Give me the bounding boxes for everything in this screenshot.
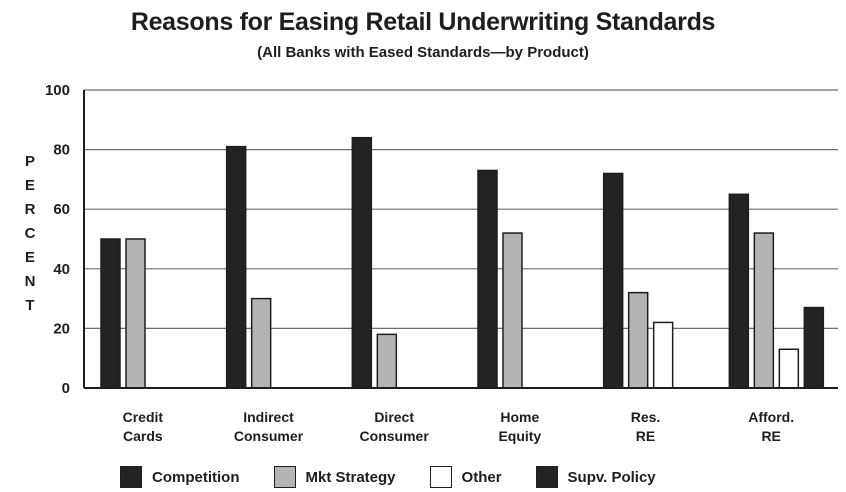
bar-other-5 — [778, 348, 800, 389]
legend-label: Supv. Policy — [567, 468, 656, 486]
x-category-labels: Credit Cards Indirect Consumer Direct Consume… — [123, 409, 795, 444]
x-category-label: Direct Consumer — [360, 409, 430, 444]
axes — [83, 90, 838, 389]
legend: Competition Mkt Strategy Other Supv. Policy — [120, 464, 690, 490]
chart-subtitle: (All Banks with Eased Standards—by Produ… — [257, 44, 589, 61]
x-category-label: Home Equity — [498, 409, 541, 444]
y-axis-label-letter: R — [24, 201, 36, 218]
y-axis-label-letter: P — [24, 153, 35, 170]
legend-swatch — [120, 466, 142, 488]
legend-label: Competition — [152, 468, 240, 486]
y-tick-label: 40 — [53, 261, 70, 278]
gridlines — [84, 89, 838, 329]
x-category-label: Afford. RE — [748, 409, 794, 444]
y-tick-label: 20 — [53, 320, 70, 337]
bar-competition-4 — [602, 172, 624, 389]
bar-competition-3 — [477, 169, 498, 389]
legend-swatch — [273, 466, 296, 488]
y-axis-label-letter: E — [24, 249, 35, 266]
y-tick-labels: 0 20 40 60 80 100 — [45, 82, 70, 397]
bar-supv-policy-5 — [803, 306, 825, 389]
bar-mkt-strategy-4 — [627, 291, 649, 389]
y-axis-label-letter: N — [24, 273, 36, 290]
bar-competition-2 — [351, 136, 373, 389]
bar-competition-1 — [225, 145, 247, 389]
y-tick-label: 60 — [53, 201, 70, 218]
bar-mkt-strategy-0 — [125, 238, 146, 389]
chart-title: Reasons for Easing Retail Underwriting S… — [130, 8, 716, 36]
legend-swatch — [535, 466, 558, 488]
legend-swatch — [429, 466, 452, 488]
y-axis-label-letter: C — [24, 225, 36, 242]
bars — [100, 136, 825, 389]
y-axis-label-letter: T — [25, 297, 35, 314]
legend-item: Mkt Strategy — [273, 464, 396, 490]
bar-other-4 — [652, 321, 674, 389]
y-tick-label: 80 — [53, 142, 70, 159]
x-category-label: Credit Cards — [123, 409, 164, 444]
legend-label: Mkt Strategy — [305, 468, 396, 486]
bar-mkt-strategy-5 — [753, 232, 775, 389]
bar-competition-5 — [728, 193, 750, 389]
bar-mkt-strategy-2 — [376, 333, 398, 389]
x-category-label: Indirect Consumer — [234, 409, 304, 444]
y-tick-label: 0 — [62, 380, 70, 397]
bar-mkt-strategy-3 — [502, 232, 523, 389]
y-axis-label-letter: E — [24, 177, 35, 194]
legend-label: Other — [461, 468, 502, 486]
legend-item: Other — [429, 464, 502, 490]
y-tick-label: 100 — [45, 82, 70, 99]
x-category-label: Res. RE — [631, 409, 661, 444]
bar-mkt-strategy-1 — [250, 297, 272, 389]
legend-item: Competition — [120, 464, 240, 490]
legend-item: Supv. Policy — [535, 464, 656, 490]
bar-competition-0 — [100, 238, 121, 389]
